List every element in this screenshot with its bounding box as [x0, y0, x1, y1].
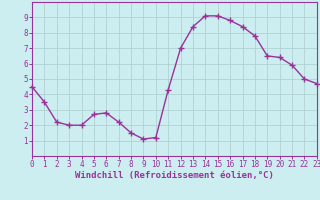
X-axis label: Windchill (Refroidissement éolien,°C): Windchill (Refroidissement éolien,°C) — [75, 171, 274, 180]
